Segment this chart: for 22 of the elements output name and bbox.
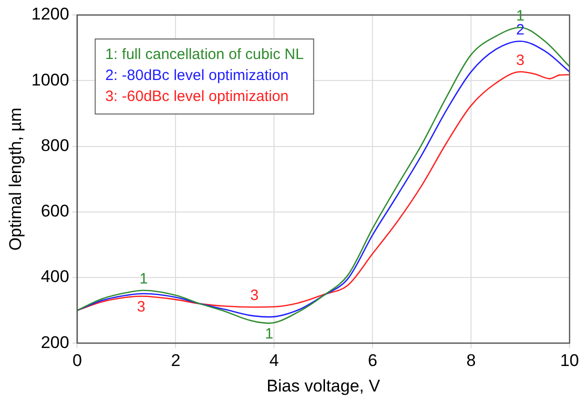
x-tick-label: 6 <box>368 351 378 370</box>
annotation: 1 <box>140 270 148 288</box>
x-tick-label: 0 <box>72 351 82 370</box>
annotation: 3 <box>137 298 146 316</box>
y-tick-label: 200 <box>40 332 70 352</box>
x-tick-label: 10 <box>560 351 580 370</box>
y-axis-title: Optimal length, µm <box>6 108 25 251</box>
annotation: 3 <box>516 52 524 69</box>
y-tick-label: 600 <box>40 202 70 221</box>
y-tick-label: 800 <box>40 136 70 155</box>
y-tick-label: 400 <box>40 267 70 286</box>
x-tick-label: 2 <box>170 351 180 370</box>
y-tick-label: 1200 <box>31 4 70 24</box>
x-axis-title: Bias voltage, V <box>266 376 381 396</box>
text: 2: -80dBc level optimization <box>105 67 289 84</box>
y-tick-label: 1000 <box>31 70 70 90</box>
text: 1: full cancellation of cubic NL <box>105 46 304 64</box>
x-tick-label: 8 <box>466 351 476 370</box>
annotation: 3 <box>250 287 259 304</box>
annotation: 1 <box>265 325 274 342</box>
text: 3: -60dBc level optimization <box>105 88 289 106</box>
x-tick-label: 4 <box>269 351 279 370</box>
